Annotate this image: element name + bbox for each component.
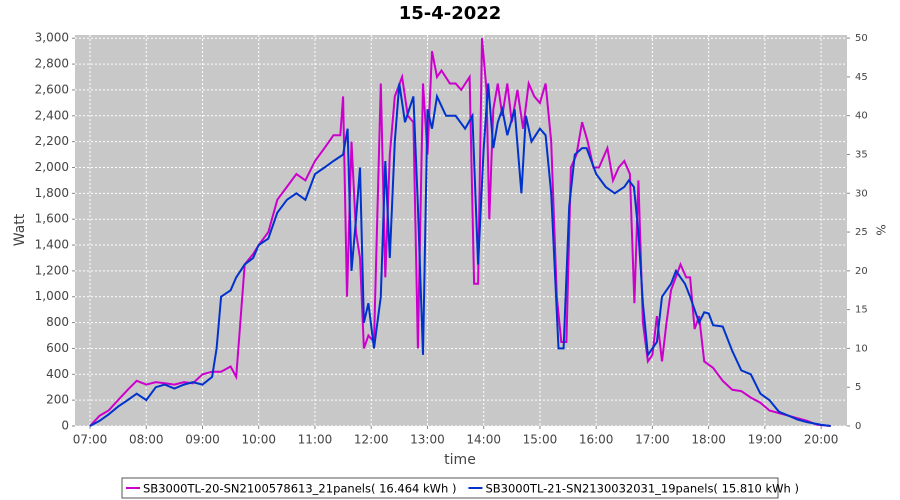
x-tick-label: 13:00 — [410, 433, 445, 447]
x-tick-label: 19:00 — [748, 433, 783, 447]
x-tick-label: 16:00 — [579, 433, 614, 447]
y-tick-label: 3,000 — [35, 31, 69, 45]
y-tick-label: 2,600 — [35, 82, 69, 96]
y-tick-label: 2,800 — [35, 57, 69, 71]
plot-area — [75, 35, 847, 426]
x-tick-label: 15:00 — [523, 433, 558, 447]
y-tick-label: 1,800 — [35, 186, 69, 200]
y-tick-label: 2,400 — [35, 108, 69, 122]
legend-label: SB3000TL-21-SN2130032031_19panels( 15.81… — [485, 482, 798, 496]
x-tick-label: 18:00 — [691, 433, 726, 447]
y2-tick-label: 10 — [855, 343, 868, 354]
x-tick-label: 08:00 — [129, 433, 164, 447]
y-tick-label: 1,400 — [35, 238, 69, 252]
y-tick-label: 2,200 — [35, 134, 69, 148]
legend-label: SB3000TL-20-SN2100578613_21panels( 16.46… — [143, 482, 456, 496]
legend — [121, 477, 779, 499]
x-tick-label: 10:00 — [241, 433, 276, 447]
chart-title: 15-4-2022 — [399, 3, 502, 24]
y-tick-label: 1,600 — [35, 212, 69, 226]
x-tick-label: 07:00 — [73, 433, 108, 447]
y-tick-label: 2,000 — [35, 160, 69, 174]
y-tick-label: 0 — [61, 419, 69, 433]
y2-tick-label: 45 — [855, 72, 868, 83]
y-axis-label: Watt — [12, 213, 28, 246]
y-tick-label: 1,200 — [35, 263, 69, 277]
y2-tick-label: 40 — [855, 111, 868, 122]
y-tick-label: 1,000 — [35, 289, 69, 303]
x-tick-label: 09:00 — [185, 433, 220, 447]
x-tick-label: 11:00 — [298, 433, 333, 447]
y2-tick-label: 5 — [855, 382, 861, 393]
y2-tick-label: 20 — [855, 266, 868, 277]
y-tick-label: 600 — [46, 341, 69, 355]
y2-axis-label: % — [874, 224, 888, 235]
y-tick-label: 200 — [46, 393, 69, 407]
y2-tick-label: 0 — [855, 421, 861, 432]
x-axis-label: time — [444, 452, 476, 468]
x-tick-label: 12:00 — [354, 433, 389, 447]
series-line — [89, 83, 831, 427]
y2-tick-label: 25 — [855, 227, 868, 238]
x-tick-label: 14:00 — [466, 433, 501, 447]
x-tick-label: 20:00 — [804, 433, 839, 447]
y2-tick-label: 15 — [855, 305, 868, 316]
y-tick-label: 400 — [46, 367, 69, 381]
x-tick-label: 17:00 — [635, 433, 670, 447]
y-tick-label: 800 — [46, 315, 69, 329]
y2-tick-label: 35 — [855, 149, 868, 160]
y2-tick-label: 30 — [855, 188, 868, 199]
y2-tick-label: 50 — [855, 33, 868, 44]
